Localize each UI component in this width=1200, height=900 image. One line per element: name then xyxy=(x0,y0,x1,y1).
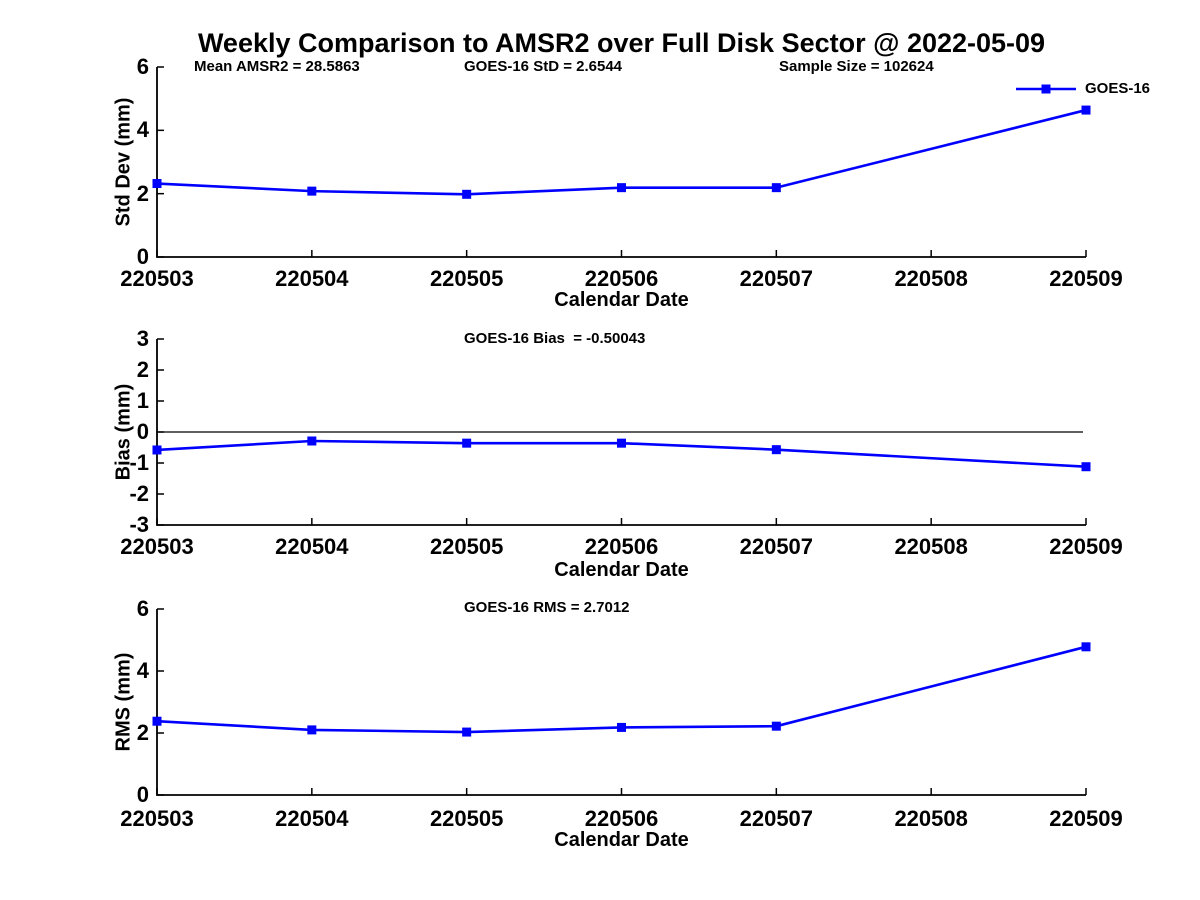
x-tick-label: 220509 xyxy=(1049,266,1123,291)
x-tick-label: 220505 xyxy=(429,806,504,831)
y-tick-label: 0 xyxy=(136,782,149,807)
x-tick-label: 220506 xyxy=(584,806,659,831)
annotation-goes16-rms: GOES-16 RMS = 2.7012 xyxy=(464,599,630,616)
y-tick-label: 4 xyxy=(136,658,149,683)
annotation-mean-amsr2: Mean AMSR2 = 28.5863 xyxy=(194,58,360,75)
x-tick-label: 220509 xyxy=(1049,534,1123,559)
y-tick-label: 0 xyxy=(136,244,149,269)
x-tick-label: 220503 xyxy=(120,534,194,559)
y-tick-label: -3 xyxy=(129,512,149,537)
x-tick-label: 220505 xyxy=(429,266,504,291)
x-tick-label: 220505 xyxy=(429,534,504,559)
y-tick-label: 3 xyxy=(136,326,149,351)
x-tick-label: 220508 xyxy=(894,806,968,831)
x-tick-label: 220504 xyxy=(275,806,349,831)
annotation-goes16-std: GOES-16 StD = 2.6544 xyxy=(464,58,622,75)
x-tick-label: 220503 xyxy=(120,806,194,831)
y-tick-label: 6 xyxy=(136,596,149,621)
x-tick-label: 220507 xyxy=(739,806,814,831)
y-tick-label: 1 xyxy=(136,388,149,413)
y-tick-label: 6 xyxy=(136,54,149,79)
y-tick-label: 2 xyxy=(136,357,149,382)
annotation-sample-size: Sample Size = 102624 xyxy=(779,58,934,75)
x-tick-label: 220504 xyxy=(275,266,349,291)
x-tick-label: 220508 xyxy=(894,266,968,291)
y-tick-label: 2 xyxy=(136,180,149,206)
annotation-goes16-bias: GOES-16 Bias = -0.50043 xyxy=(464,330,646,347)
y-tick-label: -1 xyxy=(129,450,149,475)
x-tick-label: 220507 xyxy=(739,534,814,559)
y-tick-label: 2 xyxy=(136,720,149,745)
x-axis-title-calendar-date-2: Calendar Date xyxy=(554,559,689,581)
x-tick-label: 220506 xyxy=(584,534,659,559)
x-tick-label: 220507 xyxy=(739,266,814,291)
x-tick-label: 220503 xyxy=(120,266,194,291)
x-tick-label: 220509 xyxy=(1049,806,1123,831)
y-tick-label: -2 xyxy=(129,481,149,506)
y-tick-label: 4 xyxy=(136,117,149,143)
x-axis-title-calendar-date-3: Calendar Date xyxy=(554,829,689,851)
legend-label: GOES-16 xyxy=(1085,80,1151,97)
x-tick-label: 220506 xyxy=(584,266,659,291)
x-axis-title-calendar-date-1: Calendar Date xyxy=(554,289,689,311)
x-tick-label: 220508 xyxy=(894,534,968,559)
y-tick-label: 0 xyxy=(136,419,149,444)
chart-title: Weekly Comparison to AMSR2 over Full Dis… xyxy=(197,28,1046,58)
x-tick-label: 220504 xyxy=(275,534,349,559)
